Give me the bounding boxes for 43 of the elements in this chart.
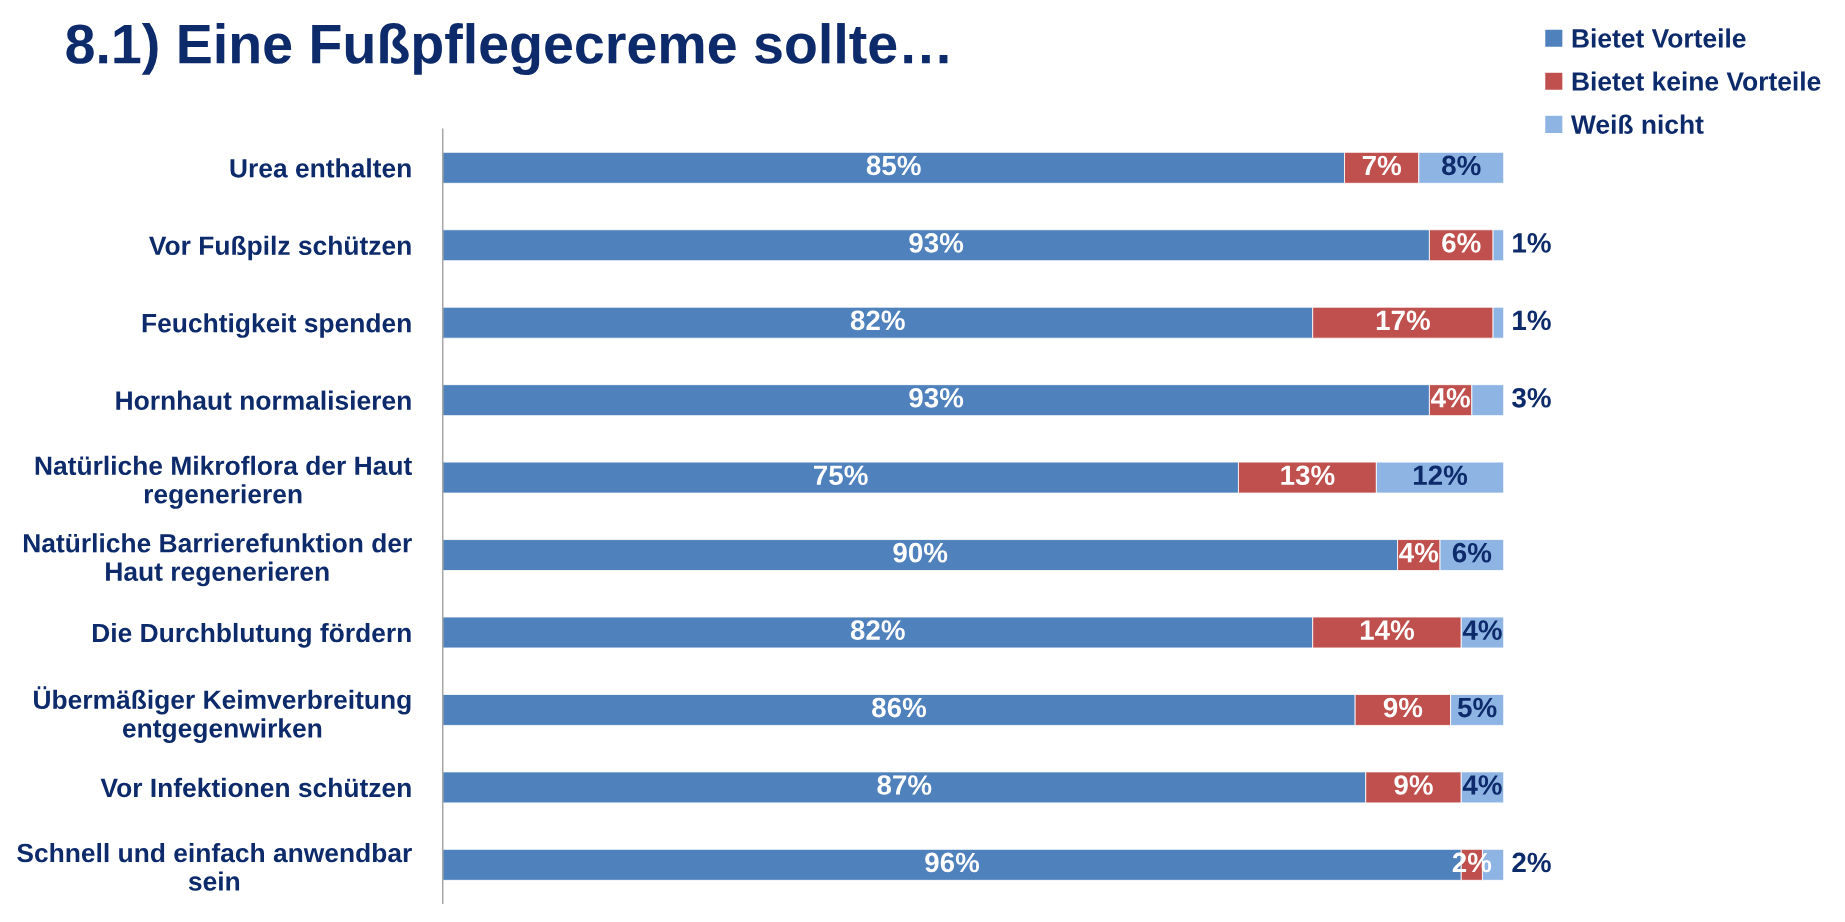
data-label: 86% <box>872 697 927 718</box>
y-tick-label: Die Durchblutung fördern <box>92 622 411 648</box>
chart-title: 8.1) Eine Fußpflegecreme sollte… <box>66 23 948 76</box>
y-tick-label: Hornhaut normalisieren <box>116 390 411 410</box>
data-label: 14% <box>1360 620 1415 640</box>
y-tick-label: Feuchtigkeit spenden <box>142 313 411 338</box>
data-label: 9% <box>1383 697 1423 718</box>
data-label: 17% <box>1376 310 1430 331</box>
data-label: 1% <box>1513 233 1551 253</box>
data-label: 4% <box>1430 388 1470 408</box>
data-label: 5% <box>1457 697 1497 718</box>
y-tick-label: Natürliche Barrierefunktion der Haut regenerieren <box>23 533 412 587</box>
data-label: 3% <box>1512 387 1551 408</box>
data-label: 6% <box>1452 542 1492 563</box>
y-tick-label: Vor Infektionen schützen <box>100 777 411 798</box>
y-tick-label: Schnell und einfach anwendbar sein <box>17 842 412 891</box>
legend-label: Bietet keine Vorteile <box>1572 71 1821 91</box>
data-label: 93% <box>909 233 964 253</box>
data-label: 1% <box>1513 310 1551 331</box>
data-label: 75% <box>814 465 868 486</box>
data-label: 93% <box>909 387 964 408</box>
data-label: 12% <box>1413 465 1468 485</box>
data-label: 4% <box>1462 620 1502 640</box>
data-label: 90% <box>893 542 948 563</box>
data-label: 82% <box>850 620 905 640</box>
y-tick-label: Natürliche Mikroflora der Haut regenerieren <box>35 455 412 509</box>
data-label: 7% <box>1362 155 1402 176</box>
data-label: 2% <box>1512 852 1551 873</box>
data-label: 85% <box>866 155 921 176</box>
data-label: 13% <box>1281 465 1335 486</box>
legend-label: Weiß nicht <box>1570 114 1704 134</box>
data-label: 6% <box>1442 233 1481 253</box>
data-label: 8% <box>1442 155 1481 176</box>
y-tick-label: Urea enthalten <box>230 158 411 178</box>
data-label: 96% <box>925 852 980 873</box>
data-label: 9% <box>1394 775 1433 795</box>
data-label: 87% <box>877 775 932 795</box>
y-tick-label: Vor Fußpilz schützen <box>149 235 411 261</box>
data-label: 4% <box>1462 775 1502 795</box>
y-tick-label: Übermäßiger Keimverbreitung entgegenwirken <box>34 686 411 743</box>
data-label: 4% <box>1399 542 1439 563</box>
data-label: 82% <box>850 310 905 331</box>
legend-label: Bietet Vorteile <box>1572 28 1746 48</box>
